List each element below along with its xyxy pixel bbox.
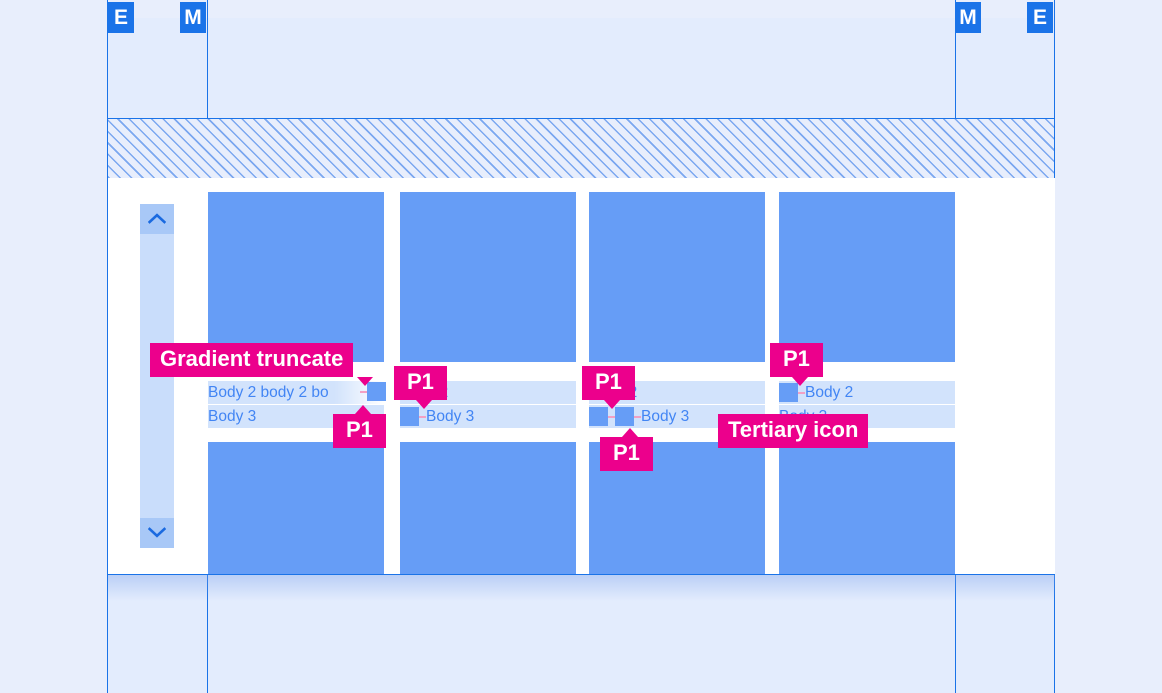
chevron-down-icon xyxy=(148,527,166,538)
callout-tail-down xyxy=(604,399,620,409)
annotation-text: P1 xyxy=(595,369,622,394)
card-3-body3-text: Body 3 xyxy=(641,407,690,425)
annotation-p1-card3-lower: P1 xyxy=(600,428,653,471)
card-4-media-top[interactable] xyxy=(779,192,955,362)
content-viewport: Body 2 body 2 bo Body 3 Body 2 Body 3 Bo… xyxy=(108,178,1055,574)
card-1-body2-row[interactable]: Body 2 body 2 bo xyxy=(208,381,384,404)
connector-dash xyxy=(360,390,367,393)
marker-label: M xyxy=(184,6,202,29)
annotation-p1-card4: P1 xyxy=(770,343,823,386)
margin-band-center-bottom xyxy=(208,574,955,693)
callout-tail-down xyxy=(416,399,432,409)
card-4-body2-text: Body 2 xyxy=(805,383,854,401)
card-1-body2-trailing xyxy=(360,382,386,401)
annotation-text: P1 xyxy=(407,369,434,394)
tertiary-icon[interactable] xyxy=(400,407,419,426)
annotation-text: P1 xyxy=(783,346,810,371)
annotation-text: Tertiary icon xyxy=(728,417,859,442)
tertiary-icon[interactable] xyxy=(779,383,798,402)
annotation-p1-card1: P1 xyxy=(333,405,386,448)
annotation-p1-card3: P1 xyxy=(582,366,635,409)
card-1-body2-text: Body 2 body 2 bo xyxy=(208,383,329,401)
annotation-text: Gradient truncate xyxy=(160,346,344,371)
annotation-p1-card2: P1 xyxy=(394,366,447,409)
hatched-spacing-band xyxy=(108,118,1054,179)
guide-line-bottom xyxy=(107,574,1055,575)
chevron-up-icon xyxy=(148,213,166,224)
marker-label: E xyxy=(113,6,128,29)
marker-chip-e-left: E xyxy=(108,2,134,33)
marker-chip-e-right: E xyxy=(1027,2,1053,33)
margin-band-center-top xyxy=(208,18,955,118)
card-1-media-bottom[interactable] xyxy=(208,442,384,574)
scrollbar-up-button[interactable] xyxy=(140,204,174,234)
marker-chip-m-right: M xyxy=(955,2,981,33)
tertiary-icon[interactable] xyxy=(589,407,608,426)
card-3-media-top[interactable] xyxy=(589,192,765,362)
marker-chip-m-left: M xyxy=(180,2,206,33)
card-1-media-top[interactable] xyxy=(208,192,384,362)
callout-tail-down xyxy=(357,376,373,386)
guide-rail-left-outer xyxy=(107,0,108,693)
callout-tail-up xyxy=(355,405,371,414)
card-4-body2-row[interactable]: Body 2 xyxy=(779,381,955,404)
connector-dash xyxy=(634,415,641,418)
tertiary-icon[interactable] xyxy=(367,382,386,401)
card-2-body3-text: Body 3 xyxy=(426,407,475,425)
callout-tail-up xyxy=(622,428,638,437)
card-2-body3-row[interactable]: Body 3 xyxy=(400,405,576,428)
annotation-text: P1 xyxy=(346,417,373,442)
annotation-tertiary-icon: Tertiary icon xyxy=(718,414,869,448)
tertiary-icon-secondary[interactable] xyxy=(615,407,634,426)
annotation-text: P1 xyxy=(613,440,640,465)
connector-dash xyxy=(419,415,426,418)
connector-dash xyxy=(608,415,615,418)
card-4-media-bottom[interactable] xyxy=(779,442,955,574)
scrollbar-down-button[interactable] xyxy=(140,518,174,548)
card-1-body3-text: Body 3 xyxy=(208,407,257,425)
card-2-media-bottom[interactable] xyxy=(400,442,576,574)
callout-tail-down xyxy=(792,376,808,386)
card-2-media-top[interactable] xyxy=(400,192,576,362)
annotation-gradient-truncate: Gradient truncate xyxy=(150,343,373,386)
marker-label: M xyxy=(959,6,977,29)
connector-dash xyxy=(798,391,805,394)
marker-label: E xyxy=(1032,6,1047,29)
